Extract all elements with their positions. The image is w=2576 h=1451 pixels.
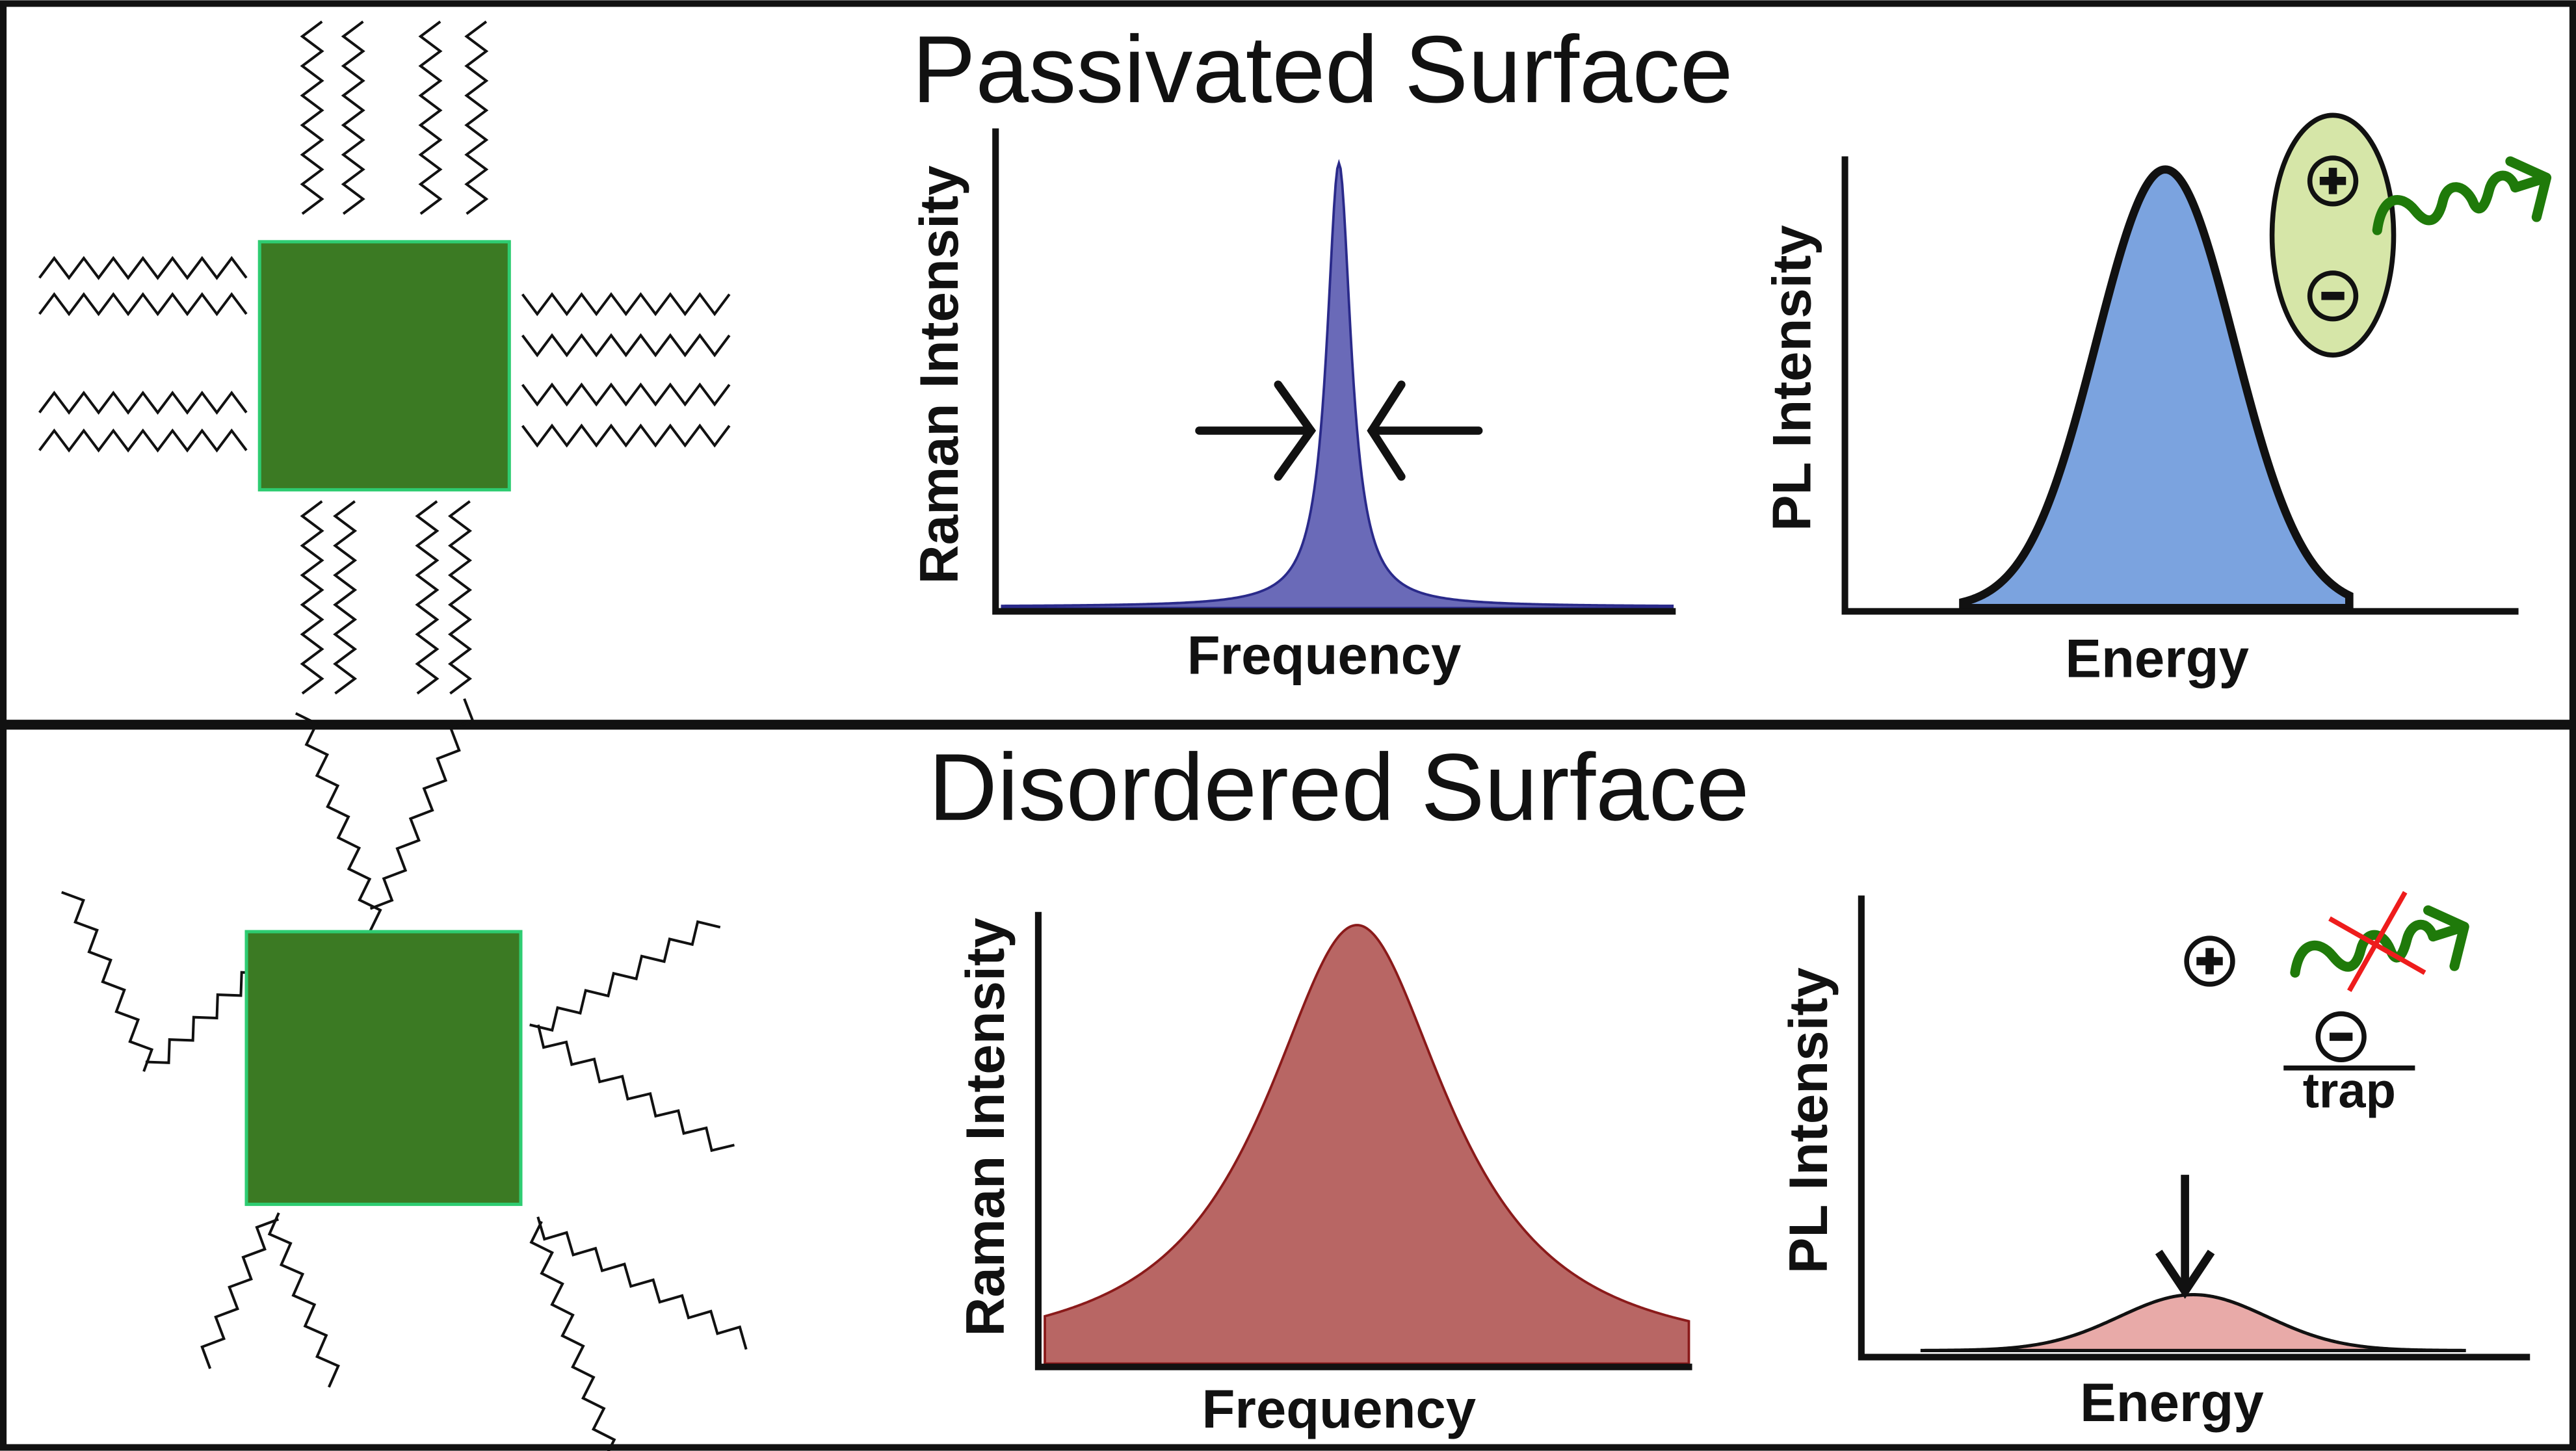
ligand-chain [38, 255, 248, 280]
blocked-cross-icon [2328, 891, 2426, 992]
ligand-chain [333, 500, 358, 695]
ligand-chain [300, 500, 324, 695]
ligand-chain [536, 1216, 748, 1350]
y-axis-label: Raman Intensity [909, 166, 969, 584]
plot-axes [1841, 156, 2519, 615]
x-axis-label: Frequency [1202, 1379, 1477, 1439]
ligand-chain [536, 1024, 735, 1153]
ligand-chain [38, 390, 248, 415]
raman-peak-narrow [1001, 159, 1674, 610]
ligand-chain [521, 382, 731, 407]
plot-axes [1858, 895, 2530, 1361]
nanocrystal-disordered [244, 930, 523, 1207]
y-axis-label: PL Intensity [1762, 225, 1822, 531]
ligand-chain [447, 500, 473, 695]
hole-plus-icon [2184, 935, 2235, 987]
panel-title-passivated: Passivated Surface [912, 16, 1733, 123]
raman-plot-passivated: Frequency Raman Intensity [909, 128, 1676, 685]
linewidth-arrows [1195, 380, 1483, 481]
ligand-chain [369, 698, 475, 910]
ligand-chain [529, 1220, 616, 1451]
nanocrystal-passivated [257, 240, 511, 491]
y-axis-label: Raman Intensity [955, 918, 1016, 1337]
raman-plot-disordered: Frequency Raman Intensity [955, 911, 1692, 1439]
x-axis-label: Energy [2080, 1372, 2264, 1433]
pl-peak-weak [1920, 1293, 2466, 1352]
decrease-arrow-icon [2155, 1175, 2215, 1299]
y-axis-label: PL Intensity [1778, 967, 1839, 1274]
x-axis-label: Frequency [1187, 625, 1462, 685]
plot-axes [1034, 911, 1692, 1370]
pl-plot-passivated: Energy PL Intensity [1762, 112, 2552, 688]
ligand-chain [300, 20, 324, 215]
pl-peak-strong [1959, 165, 2354, 612]
ligands-passivated [38, 20, 731, 695]
ligand-chain [200, 1218, 279, 1369]
photon-emission-icon [2290, 905, 2469, 978]
exciton [2269, 112, 2397, 358]
ligand-chain [521, 333, 731, 358]
ligand-chain [295, 712, 382, 932]
photon-emission-icon [2372, 156, 2552, 235]
pl-plot-disordered: Energy PL Intensity trap [1778, 891, 2530, 1433]
ligand-chain [61, 891, 154, 1072]
plot-axes [992, 128, 1676, 615]
ligand-chain [38, 292, 248, 317]
trap-label: trap [2303, 1063, 2396, 1118]
hole-plus-icon [2307, 155, 2359, 207]
ligand-chain [267, 1212, 340, 1388]
ligand-chain [529, 920, 721, 1032]
x-axis-label: Energy [2065, 628, 2249, 688]
panel-title-disordered: Disordered Surface [928, 734, 1750, 841]
trapped-electron-minus-icon [2315, 1011, 2367, 1062]
ligand-chain [464, 20, 489, 215]
ligand-chain [418, 20, 443, 215]
ligand-chain [38, 428, 248, 453]
ligand-chain [341, 20, 365, 215]
ligand-chain [521, 423, 731, 448]
ligand-chain [521, 292, 731, 317]
ligand-chain [415, 500, 440, 695]
raman-peak-broad [1044, 924, 1690, 1365]
electron-minus-icon [2307, 270, 2359, 322]
